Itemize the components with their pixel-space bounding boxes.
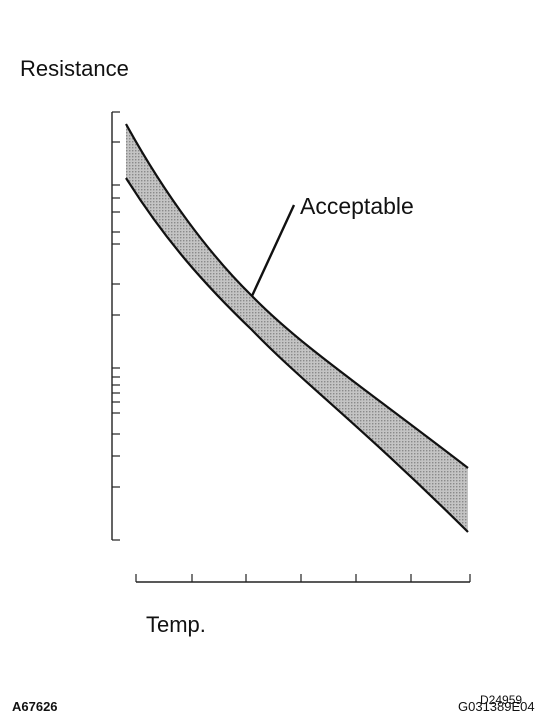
acceptable-band [125,123,469,533]
y-axis-ticks [112,111,120,541]
figure-id-left: A67626 [12,699,58,714]
y-axis [111,111,120,541]
y-axis-label: Resistance [20,56,129,81]
x-axis-label: Temp. [146,612,206,637]
upper-limit-curve [125,123,469,469]
acceptable-band-fill [126,124,468,532]
figure-id-right: G031389E04 [458,699,535,714]
x-axis-ticks [135,574,471,582]
acceptable-leader-line [250,204,296,297]
x-axis [135,574,471,583]
figure-id-overprint: D24959 [480,693,522,707]
acceptable-label: Acceptable [300,193,414,219]
lower-limit-curve [125,177,469,533]
